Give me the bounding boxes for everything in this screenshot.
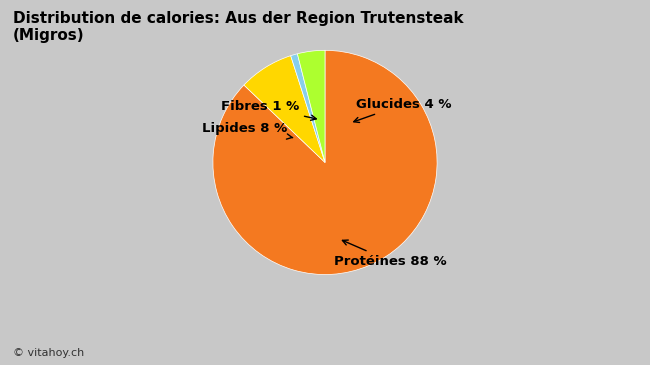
Wedge shape bbox=[244, 56, 325, 162]
Wedge shape bbox=[298, 50, 325, 162]
Text: Lipides 8 %: Lipides 8 % bbox=[202, 122, 292, 139]
Wedge shape bbox=[291, 54, 325, 162]
Text: Distribution de calories: Aus der Region Trutensteak
(Migros): Distribution de calories: Aus der Region… bbox=[13, 11, 463, 43]
Text: © vitahoy.ch: © vitahoy.ch bbox=[13, 348, 84, 358]
Text: Protéines 88 %: Protéines 88 % bbox=[333, 240, 447, 268]
Text: Glucides 4 %: Glucides 4 % bbox=[354, 97, 451, 123]
Text: Fibres 1 %: Fibres 1 % bbox=[221, 100, 317, 120]
Wedge shape bbox=[213, 50, 437, 274]
